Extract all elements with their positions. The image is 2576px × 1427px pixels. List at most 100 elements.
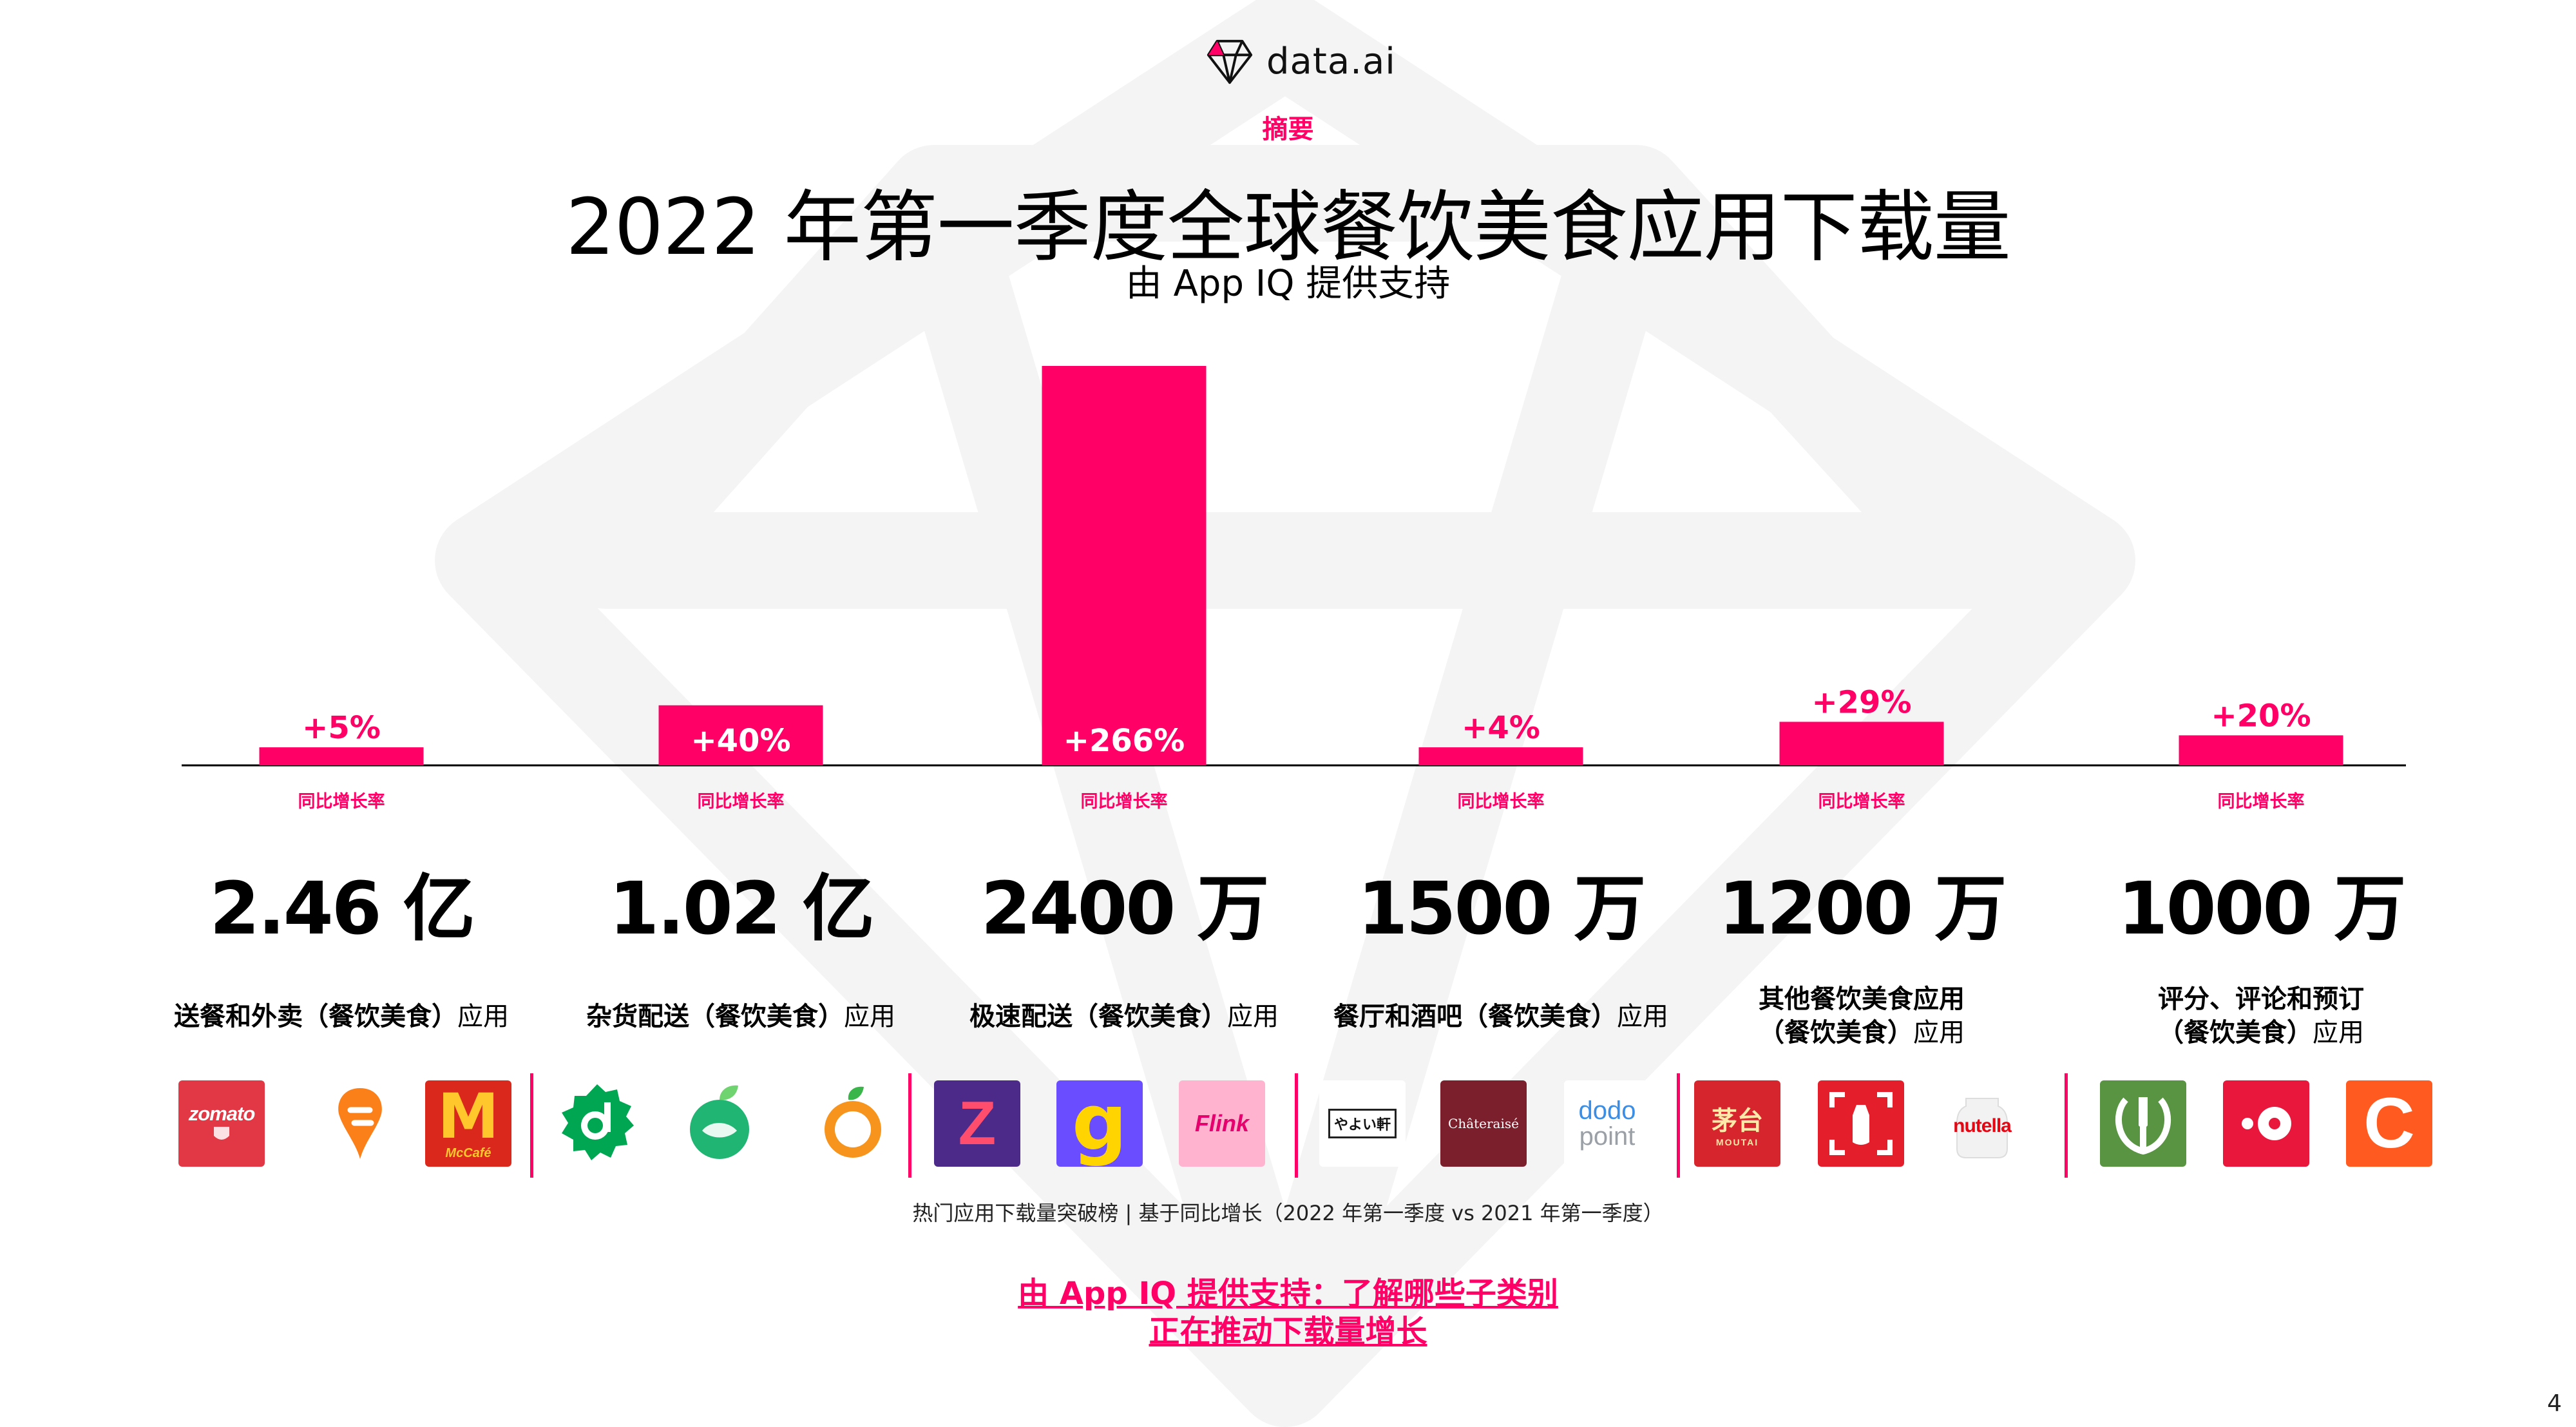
app-icon-text: M <box>437 1080 499 1153</box>
category-label-bold: （餐饮美食） <box>1759 1018 1913 1048</box>
bar-1 <box>658 705 823 765</box>
nutella-app-icon: nutella <box>1939 1080 2025 1167</box>
moutai-app-icon: 茅台 MOUTAI <box>1694 1080 1780 1167</box>
yoy-caption-5: 同比增长率 <box>2217 792 2305 812</box>
category-label-bold: 评分、评论和预订 <box>2158 984 2364 1014</box>
download-value-5: 1000 万 <box>2117 867 2407 951</box>
category-label-bold: 杂货配送（餐饮美食） <box>586 1002 844 1031</box>
app-icon-glyph <box>214 1127 229 1140</box>
yayoiken-app-icon: やよい軒 <box>1319 1080 1406 1167</box>
app-icon-text: やよい軒 <box>1333 1116 1391 1133</box>
app-icon-glyph <box>2115 1097 2171 1155</box>
app-icon-glyph <box>1956 1098 2008 1158</box>
category-label-bold: 餐厅和酒吧（餐饮美食） <box>1333 1002 1617 1031</box>
category-label-0: 送餐和外卖（餐饮美食）应用 <box>135 1000 548 1033</box>
app-icon-glyph <box>690 1085 749 1159</box>
download-value-0: 2.46 亿 <box>209 867 475 951</box>
app-icon-text: Flink <box>1194 1110 1249 1136</box>
category-label-4: 其他餐饮美食应用 （餐饮美食）应用 <box>1655 982 2068 1049</box>
app-icon-glyph <box>2242 1107 2291 1140</box>
group-divider-1 <box>908 1073 911 1178</box>
yoy-caption-3: 同比增长率 <box>1457 792 1545 812</box>
bar-value-label-3: +4% <box>1462 710 1540 746</box>
category-label-bold: （餐饮美食） <box>2158 1018 2313 1048</box>
cta-link-line1[interactable]: 由 App IQ 提供支持：了解哪些子类别 <box>1018 1276 1558 1312</box>
download-value-2: 2400 万 <box>980 867 1270 951</box>
group-divider-0 <box>530 1073 533 1178</box>
dunzo-app-icon <box>554 1080 640 1167</box>
app-icon-text: dodo <box>1578 1097 1636 1125</box>
c-app-app-icon: C <box>2346 1080 2432 1167</box>
download-value-3: 1500 万 <box>1357 867 1646 951</box>
category-label-5: 评分、评论和预订 （餐饮美食）应用 <box>2055 982 2467 1049</box>
bar-value-label-2: +266% <box>1064 723 1185 759</box>
bar-0 <box>259 747 424 765</box>
gorillas-app-icon: g <box>1056 1080 1143 1167</box>
category-label-bold: 其他餐饮美食应用 <box>1759 984 1965 1014</box>
page-subtitle: 由 App IQ 提供支持 <box>1125 263 1451 305</box>
category-label-bold: 极速配送（餐饮美食） <box>969 1002 1227 1031</box>
zepto-app-icon: Z <box>934 1080 1020 1167</box>
zomato-app-icon: zomato <box>178 1080 265 1167</box>
brand-logo: data.ai <box>1205 32 1396 90</box>
bar-value-label-4: +29% <box>1811 684 1911 720</box>
app-icon-text: MOUTAI <box>1715 1137 1759 1147</box>
bar-value-label-5: +20% <box>2211 698 2311 734</box>
thefork-app-icon <box>2100 1080 2186 1167</box>
brand-name: data.ai <box>1266 40 1396 82</box>
yoy-caption-4: 同比增长率 <box>1818 792 1905 812</box>
category-label-bold: 送餐和外卖（餐饮美食） <box>174 1002 457 1031</box>
footnote: 热门应用下载量突破榜 | 基于同比增长（2022 年第一季度 vs 2021 年… <box>912 1201 1664 1225</box>
coca-cola-app-icon <box>1818 1080 1904 1167</box>
page-title: 2022 年第一季度全球餐饮美食应用下载量 <box>566 183 2011 273</box>
flink-app-icon: Flink <box>1179 1080 1265 1167</box>
yoy-caption-0: 同比增长率 <box>298 792 385 812</box>
app-icon-glyph <box>338 1088 382 1159</box>
yelp-like-app-icon <box>2223 1080 2309 1167</box>
download-value-1: 1.02 亿 <box>609 867 874 951</box>
bar-2 <box>1042 366 1207 765</box>
app-icon-text: Châteraisé <box>1448 1116 1519 1131</box>
category-label-1: 杂货配送（餐饮美食）应用 <box>535 1000 947 1033</box>
chateraise-app-icon: Châteraisé <box>1440 1080 1527 1167</box>
app-icon-text: point <box>1579 1122 1636 1151</box>
group-divider-3 <box>1677 1073 1680 1178</box>
category-label-2: 极速配送（餐饮美食）应用 <box>918 1000 1330 1033</box>
bar-4 <box>1779 722 1944 765</box>
group-divider-4 <box>2065 1073 2068 1178</box>
section-eyebrow: 摘要 <box>1262 115 1314 144</box>
group-divider-2 <box>1295 1073 1298 1178</box>
bar-3 <box>1418 747 1583 765</box>
category-label-suffix: 应用 <box>457 1002 509 1031</box>
app-icon-text: nutella <box>1953 1115 2012 1136</box>
diamond-logo-icon <box>1207 39 1253 84</box>
category-label-suffix: 应用 <box>844 1002 895 1031</box>
app-icon-text: g <box>1072 1080 1127 1167</box>
category-label-suffix: 应用 <box>1617 1002 1668 1031</box>
page-number: 4 <box>2547 1390 2562 1417</box>
cta-link-line2[interactable]: 正在推动下载量增长 <box>1149 1314 1427 1350</box>
yoy-caption-1: 同比增长率 <box>697 792 785 812</box>
category-label-3: 餐厅和酒吧（餐饮美食）应用 <box>1295 1000 1707 1033</box>
bar-5 <box>2179 735 2343 765</box>
bar-value-label-1: +40% <box>691 723 790 759</box>
download-value-4: 1200 万 <box>1718 867 2007 951</box>
orange-grocer-app-icon <box>810 1080 896 1167</box>
category-label-suffix: 应用 <box>1913 1018 1965 1048</box>
app-icon-text: C <box>2363 1084 2415 1163</box>
app-icon-text: McCafé <box>445 1146 491 1160</box>
dodo-point-app-icon: dodo point <box>1564 1080 1650 1167</box>
category-label-suffix: 应用 <box>2313 1018 2364 1048</box>
app-icon-glyph <box>562 1084 634 1160</box>
mcdonalds-app-icon: M McCafé <box>425 1080 511 1167</box>
app-icon-text: zomato <box>188 1102 255 1125</box>
app-icon-frame: やよい軒 <box>1328 1109 1397 1138</box>
category-label-suffix: 应用 <box>1227 1002 1279 1031</box>
app-icon-text: Z <box>958 1089 997 1158</box>
swiggy-app-icon <box>317 1080 403 1167</box>
app-icon-glyph <box>1829 1092 1893 1155</box>
green-grocer-app-icon <box>676 1080 763 1167</box>
yoy-caption-2: 同比增长率 <box>1080 792 1168 812</box>
